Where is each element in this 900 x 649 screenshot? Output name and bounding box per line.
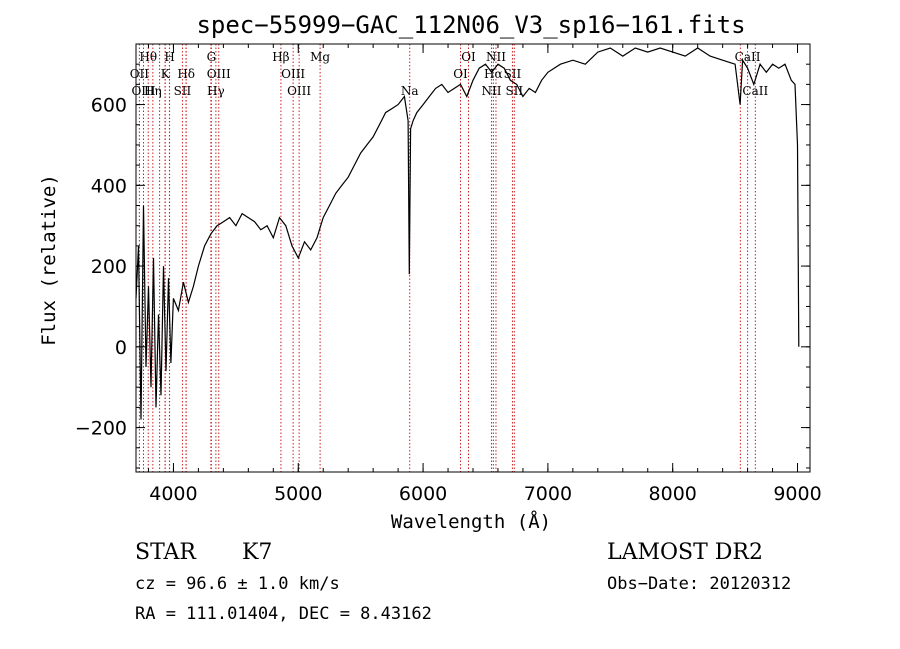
spectral-line-label: OI xyxy=(453,67,468,81)
x-tick-label: 8000 xyxy=(649,483,697,505)
spectral-line-label: NII xyxy=(481,84,501,98)
x-tick-label: 5000 xyxy=(274,483,322,505)
spectral-line-label: OIII xyxy=(207,67,231,81)
spectral-line-label: OII xyxy=(130,67,150,81)
x-tick-label: 6000 xyxy=(399,483,447,505)
x-tick-label: 4000 xyxy=(149,483,197,505)
spectral-line-label: OIII xyxy=(131,84,155,98)
spectral-line-label: Hα xyxy=(484,67,503,81)
spectral-line-label: Hγ xyxy=(207,84,225,98)
y-tick-label: 0 xyxy=(115,337,127,359)
spectral-line-label: Hδ xyxy=(177,67,195,81)
x-axis-title: Wavelength (Å) xyxy=(391,510,551,533)
y-tick-label: −200 xyxy=(75,418,127,440)
x-tick-label: 9000 xyxy=(773,483,821,505)
spectral-line-label: Mg xyxy=(310,50,330,64)
plot-area: 4000 5000 6000 7000 8000 9000 −200 0 200 400 600 Hθ… xyxy=(75,43,822,505)
spectral-line-label: CaII xyxy=(742,84,768,98)
spectral-line-label: SII xyxy=(505,84,523,98)
y-axis-title: Flux (relative) xyxy=(38,174,60,346)
survey-name: LAMOST DR2 xyxy=(607,540,763,565)
spectral-line-label: OIII xyxy=(281,67,305,81)
obs-date: Obs−Date: 20120312 xyxy=(607,574,791,594)
spectral-line-label: CaII xyxy=(735,50,761,64)
x-tick-label: 7000 xyxy=(524,483,572,505)
plot-frame xyxy=(135,43,811,473)
spectral-line-label: H xyxy=(164,50,174,64)
chart-title: spec−55999−GAC_112N06_V3_sp16−161.fits xyxy=(196,11,745,39)
spectral-line-label: OIII xyxy=(287,84,311,98)
redshift-readout: cz = 96.6 ± 1.0 km/s xyxy=(135,574,340,594)
spectral-line-label: NII xyxy=(486,50,506,64)
y-tick-label: 400 xyxy=(91,175,127,197)
object-class: STAR xyxy=(135,540,197,565)
spectral-line-label: Hη xyxy=(144,84,162,98)
spectral-line-label: SII xyxy=(174,84,192,98)
spectral-line-label: K xyxy=(161,67,171,81)
spectral-line-label: G xyxy=(207,50,217,64)
y-tick-label: 200 xyxy=(91,256,127,278)
spectral-line-label: Hβ xyxy=(272,50,289,64)
spectral-line-label: OI xyxy=(461,50,476,64)
object-subclass: K7 xyxy=(242,540,272,565)
y-tick-label: 600 xyxy=(91,95,127,117)
coordinates: RA = 111.01404, DEC = 8.43162 xyxy=(135,604,432,624)
spectral-line-label: SII xyxy=(504,67,522,81)
spectrum-line xyxy=(135,47,800,420)
spectral-line-label: Na xyxy=(401,84,419,98)
spectral-line-label: Hθ xyxy=(139,50,157,64)
